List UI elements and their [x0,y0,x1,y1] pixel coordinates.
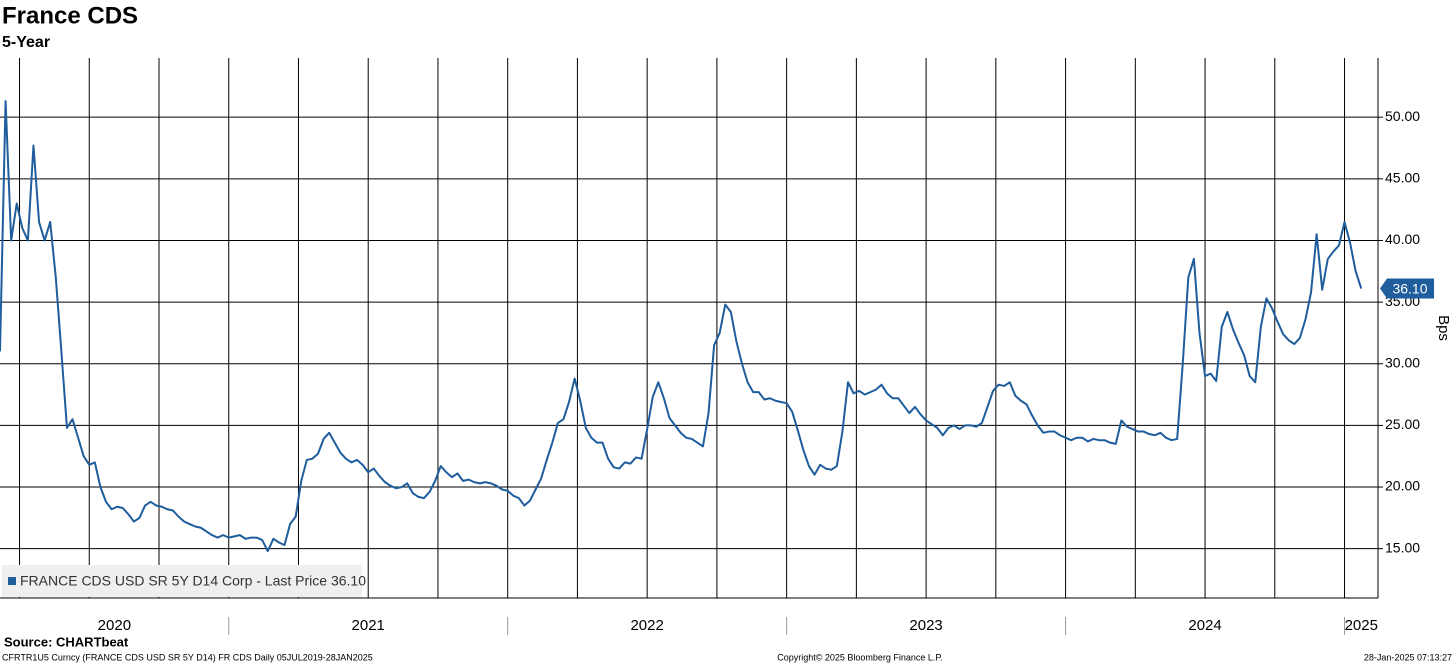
series-line [0,100,1363,553]
y-tick-label: 50.00 [1385,108,1420,124]
chart-title: France CDS [2,2,138,29]
footer-left: CFRTR1U5 Curncy (FRANCE CDS USD SR 5Y D1… [2,652,373,662]
x-tick-label: 2025 [1345,617,1378,634]
y-tick-label: 30.00 [1385,354,1420,370]
last-price-label: 36.10 [1392,280,1427,296]
source: Source: CHARTbeat [4,634,129,649]
y-tick-label: 25.00 [1385,416,1420,432]
y-tick-label: 40.00 [1385,231,1420,247]
y-tick-label: 20.00 [1385,478,1420,494]
y-axis-label: Bps [1435,315,1452,341]
legend-swatch [8,577,16,585]
x-tick-label: 2024 [1188,617,1221,634]
footer-center: Copyright© 2025 Bloomberg Finance L.P. [777,652,943,662]
x-tick-label: 2022 [630,617,663,634]
footer-right: 28-Jan-2025 07:13:27 [1364,652,1452,662]
x-tick-label: 2020 [98,617,131,634]
legend-box [2,565,362,597]
x-tick-label: 2021 [352,617,385,634]
y-tick-label: 45.00 [1385,170,1420,186]
x-tick-label: 2023 [909,617,942,634]
legend-label: FRANCE CDS USD SR 5Y D14 Corp - Last Pri… [20,573,366,589]
legend: FRANCE CDS USD SR 5Y D14 Corp - Last Pri… [2,565,366,597]
chart-subtitle: 5-Year [2,34,50,51]
last-price-tag [1380,278,1434,299]
y-tick-label: 15.00 [1385,539,1420,555]
